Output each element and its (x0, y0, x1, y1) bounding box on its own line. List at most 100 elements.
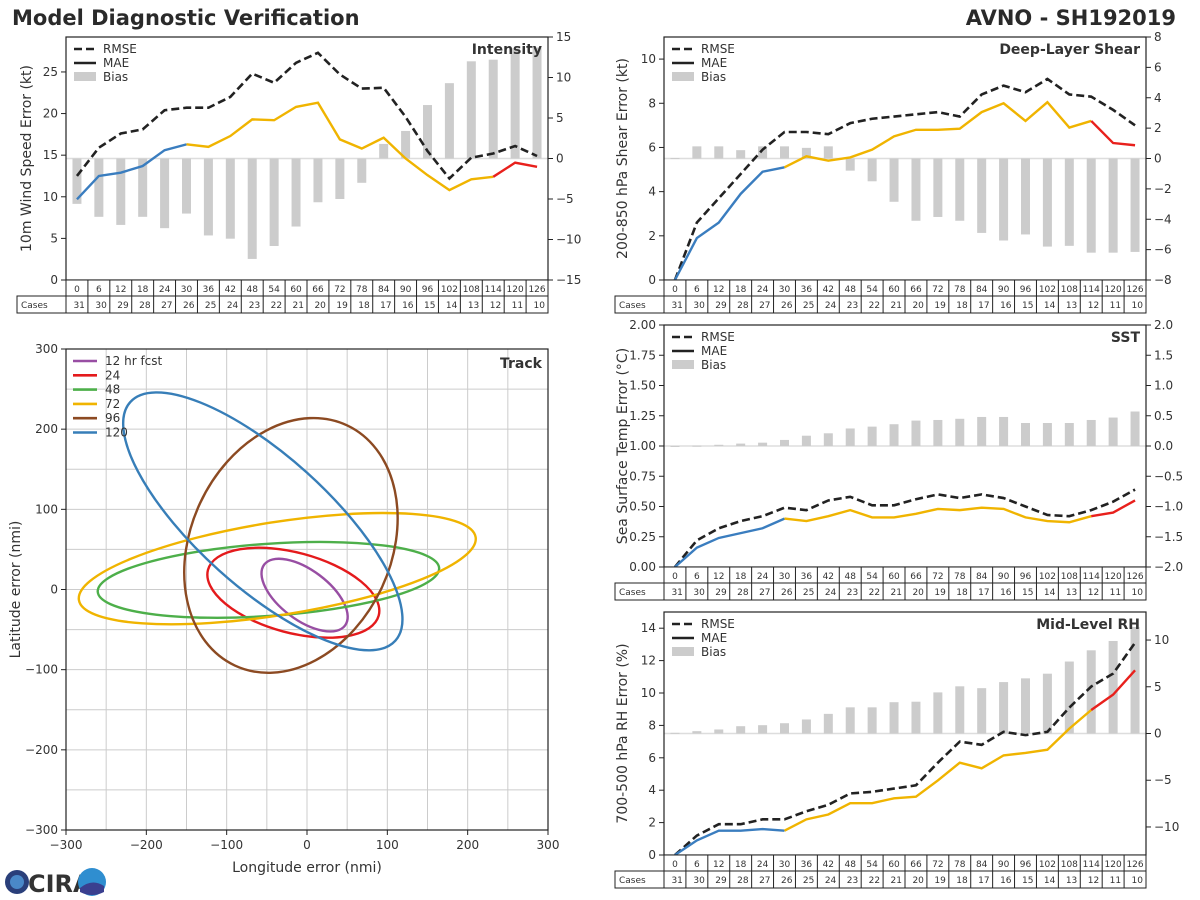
cases-cell: 16 (1000, 876, 1012, 886)
mae-line (674, 517, 785, 568)
hour-cell: 42 (823, 860, 834, 870)
bias-bar (1042, 158, 1052, 247)
bias-bar (780, 439, 789, 446)
bias-bar (444, 83, 454, 159)
page-title: Model Diagnostic Verification (12, 6, 360, 30)
y2-tick-label: 2 (1154, 121, 1162, 135)
cases-cell: 16 (1000, 588, 1012, 598)
cases-cell: 30 (693, 588, 705, 598)
hour-cell: 72 (932, 572, 943, 582)
y2-tick-label: −1.5 (1154, 530, 1183, 544)
error-ellipse (77, 511, 477, 626)
y-tick-label: 6 (648, 140, 656, 154)
y2-tick-label: −6 (1154, 243, 1172, 257)
bias-bar (911, 701, 921, 734)
error-ellipse (121, 391, 404, 652)
cases-cell: 27 (759, 588, 770, 598)
hour-cell: 12 (115, 285, 126, 295)
mae-line (783, 709, 1093, 832)
cases-cell: 31 (671, 588, 682, 598)
cases-cell: 29 (715, 876, 727, 886)
cases-cell: 21 (891, 876, 902, 886)
hour-cell: 90 (998, 572, 1010, 582)
mae-line (1091, 499, 1136, 518)
hour-cell: 54 (866, 285, 878, 295)
cases-cell: 20 (314, 301, 326, 311)
legend-label: 72 (105, 397, 120, 411)
cases-cell: 23 (249, 301, 260, 311)
cases-cell: 22 (869, 301, 880, 311)
y2-tick-label: 1.0 (1154, 379, 1173, 393)
hour-cell: 72 (334, 285, 345, 295)
legend-rmse-label: RMSE (701, 42, 735, 56)
y2-tick-label: 0.5 (1154, 409, 1173, 423)
hour-cell: 126 (1126, 572, 1143, 582)
hour-cell: 60 (888, 572, 900, 582)
cases-cell: 25 (803, 301, 814, 311)
cases-cell: 11 (1110, 876, 1121, 886)
bias-bar (1086, 158, 1096, 253)
panel-title: Deep-Layer Shear (999, 42, 1140, 58)
panel-title: SST (1111, 330, 1141, 346)
y-tick-label: 25 (43, 65, 58, 79)
x-tick-label: 300 (537, 838, 560, 852)
y-tick-label: 4 (648, 185, 656, 199)
hour-cell: 126 (528, 285, 545, 295)
hour-cell: 84 (976, 860, 988, 870)
y-tick-label: 1.25 (629, 409, 656, 423)
cases-row (614, 295, 1147, 314)
cases-cell: 28 (737, 876, 749, 886)
bias-bar (203, 158, 213, 236)
y2-tick-label: 0 (1154, 152, 1162, 166)
bias-bar (823, 146, 833, 159)
hour-cell: 66 (910, 860, 922, 870)
hour-cell: 42 (823, 285, 834, 295)
y-axis-label: Latitude error (nmi) (8, 521, 24, 659)
y-tick-label: 0.25 (629, 530, 656, 544)
bias-bar (510, 48, 520, 159)
x-tick-label: −100 (210, 838, 243, 852)
cases-cell: 27 (759, 876, 770, 886)
rmse-line (673, 77, 1136, 281)
hour-cell: 54 (866, 572, 878, 582)
y2-tick-label: 15 (556, 30, 571, 44)
panel-title: Track (500, 356, 543, 372)
cases-cell: 10 (534, 301, 546, 311)
bias-bar (379, 143, 389, 159)
x-tick-label: 200 (456, 838, 479, 852)
cases-cell: 26 (183, 301, 195, 311)
cases-cell: 15 (1022, 588, 1033, 598)
bias-bar (1042, 673, 1052, 734)
cases-cell: 21 (293, 301, 304, 311)
bias-bar (845, 428, 855, 446)
cases-label: Cases (619, 876, 646, 886)
bias-bar (94, 158, 104, 217)
cases-cell: 30 (693, 876, 705, 886)
legend-rmse-label: RMSE (701, 330, 735, 344)
hour-cell: 114 (1083, 860, 1100, 870)
cases-cell: 18 (956, 301, 968, 311)
cases-cell: 18 (956, 588, 968, 598)
cases-label: Cases (619, 301, 646, 311)
sst-panel: 0.000.250.500.751.001.251.501.752.00−2.0… (614, 318, 1183, 601)
hour-cell: 78 (356, 285, 368, 295)
bias-bar (714, 146, 724, 159)
hour-cell: 120 (1105, 572, 1122, 582)
hour-cell: 72 (932, 860, 943, 870)
hour-cell: 42 (225, 285, 236, 295)
cases-cell: 27 (161, 301, 172, 311)
bias-bar (160, 158, 170, 229)
cases-cell: 23 (847, 876, 858, 886)
hour-cell: 36 (801, 572, 813, 582)
bias-bar (1108, 417, 1118, 446)
y2-tick-label: 10 (556, 71, 571, 85)
hour-cell: 78 (954, 572, 966, 582)
y2-tick-label: −2.0 (1154, 560, 1183, 574)
cases-cell: 14 (446, 301, 458, 311)
cases-cell: 15 (424, 301, 435, 311)
y-tick-label: 4 (648, 783, 656, 797)
hour-cell: 96 (1020, 285, 1032, 295)
y-tick-label: 0 (648, 273, 656, 287)
bias-bar (911, 158, 921, 221)
cases-cell: 25 (803, 588, 814, 598)
